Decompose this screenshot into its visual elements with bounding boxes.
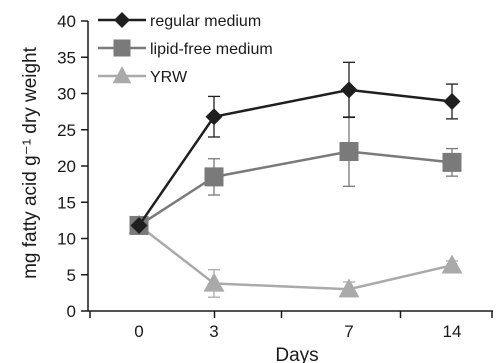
x-tick-label: 7 — [344, 322, 353, 341]
y-tick-label: 30 — [57, 85, 76, 104]
x-tick-label: 3 — [209, 322, 218, 341]
diamond-marker — [205, 108, 223, 126]
diamond-marker — [114, 12, 130, 28]
x-axis: 0 3 7 14 — [88, 310, 493, 341]
series — [128, 214, 463, 298]
x-tick-label: 14 — [443, 322, 462, 341]
x-axis-label: Days — [275, 345, 318, 363]
series-line — [138, 150, 453, 227]
diamond-marker — [340, 81, 358, 99]
y-tick-label: 40 — [57, 12, 76, 31]
legend-item: lipid-free medium — [98, 39, 273, 58]
legend-label: YRW — [150, 69, 188, 86]
legend-item: regular medium — [98, 12, 261, 30]
y-tick-label: 5 — [67, 266, 76, 285]
square-marker — [113, 39, 131, 57]
y-tick-label: 25 — [57, 121, 76, 140]
x-tick-label: 0 — [134, 322, 143, 341]
series — [130, 61, 461, 234]
y-tick-label: 20 — [57, 157, 76, 176]
y-axis: 0 5 10 15 20 25 30 35 40 — [57, 12, 89, 321]
square-marker — [339, 142, 359, 161]
y-tick-label: 15 — [57, 193, 76, 212]
legend: regular medium lipid-free medium YRW — [98, 12, 273, 86]
diamond-marker — [443, 92, 461, 110]
triangle-marker — [441, 254, 463, 274]
series-line — [138, 224, 453, 291]
legend-label: regular medium — [150, 13, 261, 30]
triangle-marker — [338, 278, 360, 298]
triangle-marker — [112, 66, 132, 84]
legend-label: lipid-free medium — [150, 41, 273, 58]
square-marker — [204, 167, 224, 187]
series-line — [137, 88, 453, 227]
y-tick-label: 0 — [67, 302, 76, 321]
triangle-marker — [203, 272, 225, 292]
series — [129, 116, 462, 235]
y-axis-label: mg fatty acid g⁻¹ dry weight — [20, 46, 41, 279]
y-tick-label: 10 — [57, 230, 76, 249]
legend-item: YRW — [98, 66, 188, 86]
y-tick-label: 35 — [57, 48, 76, 67]
series-layer — [128, 61, 463, 298]
square-marker — [442, 152, 462, 172]
diamond-marker — [130, 216, 148, 234]
